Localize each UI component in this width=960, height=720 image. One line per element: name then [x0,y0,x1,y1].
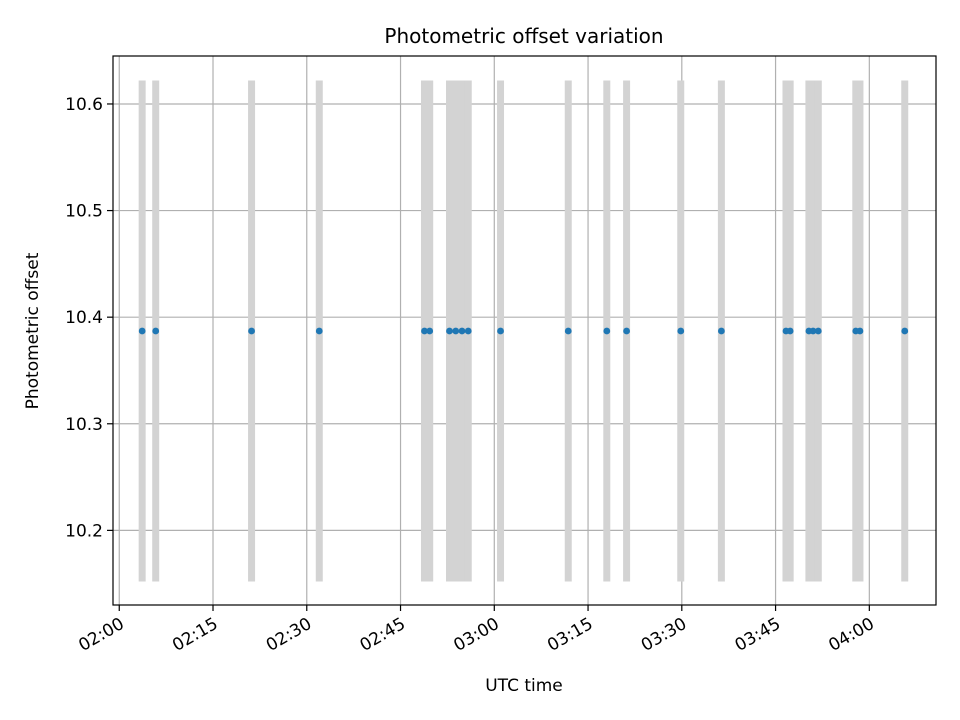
data-point [809,327,817,335]
data-point [717,327,725,335]
data-point [677,327,685,335]
y-tick-label: 10.6 [65,95,103,115]
data-point [315,327,323,335]
y-tick-label: 10.4 [65,308,103,328]
data-point [901,327,909,335]
data-point [623,327,630,335]
data-point [464,327,472,335]
plot-area [112,55,937,606]
y-axis: 10.2 10.3 10.4 10.5 10.6 [65,95,113,541]
data-point [458,327,466,335]
data-point [452,327,460,335]
plot-frame [112,55,937,606]
data-point [138,327,146,335]
data-point [856,327,864,335]
data-point [497,327,504,335]
x-axis-title: UTC time [485,676,563,696]
data-point [446,327,453,335]
data-point [421,327,428,335]
points [138,327,909,335]
data-point [426,327,434,335]
y-axis-title: Photometric offset [23,252,43,409]
data-point [564,327,572,335]
data-point [603,327,611,335]
data-point [248,327,255,335]
data-point [814,327,822,335]
data-point [152,327,160,335]
y-tick-label: 10.2 [65,521,103,541]
data-point [786,327,794,335]
y-tick-label: 10.5 [65,202,103,222]
chart-title: Photometric offset variation [384,24,663,48]
y-tick-label: 10.3 [65,415,103,435]
